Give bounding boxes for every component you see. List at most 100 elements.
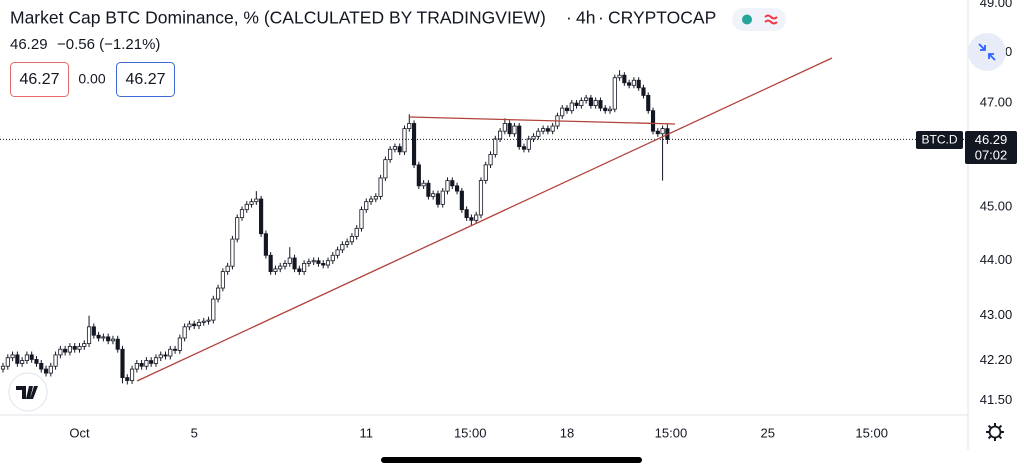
x-tick-label: Oct bbox=[69, 425, 90, 440]
candle-body bbox=[82, 343, 87, 347]
candle-body bbox=[373, 195, 378, 200]
market-status-dot bbox=[742, 14, 752, 25]
candle-body bbox=[244, 203, 249, 211]
candle-body bbox=[225, 265, 230, 273]
candle-body bbox=[263, 233, 268, 256]
candle-body bbox=[464, 209, 469, 219]
countdown: 07:02 bbox=[975, 147, 1008, 162]
candle-body bbox=[20, 360, 25, 364]
plot-area bbox=[0, 70, 968, 385]
candle-body bbox=[77, 346, 82, 350]
buy-button[interactable] bbox=[116, 62, 175, 97]
candle-body bbox=[650, 110, 656, 132]
candle-body bbox=[545, 128, 550, 132]
candle-body bbox=[407, 123, 412, 130]
price-label-value: 46.29 bbox=[975, 132, 1008, 147]
data-status-icon bbox=[764, 14, 778, 25]
candle-body bbox=[144, 360, 149, 367]
candle-body bbox=[325, 260, 331, 266]
candle-body bbox=[259, 198, 264, 235]
candle-body bbox=[627, 82, 632, 86]
candle-body bbox=[282, 263, 288, 267]
candle-body bbox=[48, 365, 53, 374]
candle-body bbox=[454, 185, 460, 192]
candle-body bbox=[168, 348, 173, 357]
last-price: 46.29 bbox=[10, 36, 48, 53]
candle-body bbox=[641, 87, 646, 96]
candle-body bbox=[91, 326, 96, 336]
candle-body bbox=[0, 365, 6, 370]
candle-body bbox=[192, 323, 197, 327]
candle-body bbox=[134, 363, 139, 370]
candle-body bbox=[593, 100, 598, 106]
candle-body bbox=[359, 209, 364, 229]
candle-body bbox=[411, 123, 417, 166]
x-tick-label: 11 bbox=[360, 425, 374, 440]
candle-body bbox=[153, 357, 159, 364]
candle-body bbox=[321, 263, 326, 266]
auto-scale-button[interactable] bbox=[968, 33, 1006, 71]
candle-body bbox=[211, 298, 216, 321]
x-tick-label: 15:00 bbox=[655, 425, 688, 440]
spread: 0.00 bbox=[78, 71, 105, 87]
y-tick-label: 43.00 bbox=[980, 307, 1013, 322]
price-label-bg bbox=[965, 131, 1017, 164]
candle-body bbox=[541, 128, 546, 132]
candle-body bbox=[416, 164, 421, 187]
home-indicator bbox=[381, 457, 642, 463]
candle-body bbox=[287, 257, 292, 264]
time-axis: Oct 5 11 15:00 18 15:00 25 15:00 bbox=[69, 425, 888, 440]
candle-body bbox=[67, 346, 72, 353]
candle-body bbox=[110, 338, 116, 342]
candle-body bbox=[72, 346, 77, 350]
candle-body bbox=[569, 102, 574, 112]
candle-body bbox=[378, 177, 383, 197]
separator: · bbox=[566, 8, 572, 28]
settings-button[interactable] bbox=[988, 425, 1002, 439]
candle-body bbox=[478, 180, 484, 216]
y-tick-label: 47.00 bbox=[980, 94, 1013, 109]
candle-body bbox=[5, 357, 10, 367]
x-tick-label: 18 bbox=[560, 425, 574, 440]
candle-body bbox=[622, 74, 627, 84]
candle-body bbox=[345, 241, 350, 245]
candle-body bbox=[584, 97, 589, 101]
y-tick-label: 41.50 bbox=[980, 392, 1013, 407]
candle-body bbox=[364, 201, 369, 211]
candle-body bbox=[182, 326, 187, 339]
candle-body bbox=[564, 107, 570, 112]
candle-body bbox=[115, 338, 120, 350]
sell-button[interactable] bbox=[10, 62, 69, 97]
candle-body bbox=[230, 238, 235, 267]
candle-body bbox=[469, 217, 474, 221]
candle-body bbox=[58, 348, 63, 356]
candle-body bbox=[330, 254, 335, 262]
candle-body bbox=[607, 108, 613, 112]
candle-body bbox=[488, 154, 493, 166]
candle-body bbox=[521, 146, 527, 150]
candle-body bbox=[402, 128, 407, 153]
sell-price: 46.27 bbox=[19, 71, 59, 88]
candle-body bbox=[201, 320, 206, 323]
candle-body bbox=[10, 354, 15, 359]
status-pill[interactable] bbox=[732, 8, 786, 31]
candle-body bbox=[306, 261, 311, 264]
candle-body bbox=[450, 180, 455, 187]
candle-body bbox=[29, 354, 34, 360]
candle-body bbox=[603, 107, 608, 112]
candle-body bbox=[498, 130, 503, 140]
candle-body bbox=[63, 348, 68, 353]
candle-body bbox=[574, 102, 579, 106]
candle-body bbox=[220, 271, 225, 289]
candle-body bbox=[196, 321, 202, 327]
candle-body bbox=[187, 323, 192, 328]
candle-body bbox=[335, 249, 340, 256]
settings-icon bbox=[986, 423, 1004, 441]
candle-body bbox=[278, 265, 283, 270]
interval: 4h bbox=[576, 8, 595, 28]
candle-body bbox=[340, 244, 345, 251]
price-change: −0.56 (−1.21%) bbox=[57, 36, 160, 53]
candle-body bbox=[526, 138, 531, 150]
candle-body bbox=[86, 326, 92, 345]
candle-body bbox=[368, 198, 374, 203]
